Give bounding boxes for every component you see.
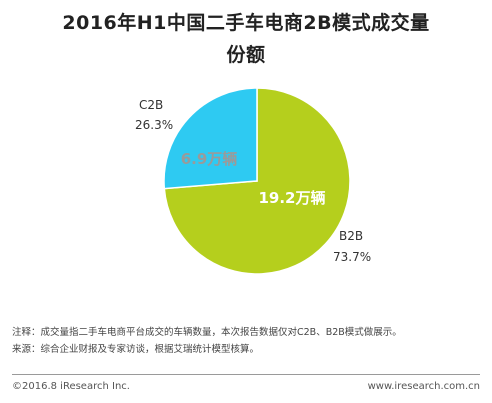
- footer-divider: [12, 374, 480, 375]
- source-text: 来源：综合企业财报及专家访谈，根据艾瑞统计模型核算。: [12, 344, 260, 355]
- copyright-text: ©2016.8 iResearch Inc.: [12, 381, 130, 392]
- note-text: 注释：成交量指二手车电商平台成交的车辆数量，本次报告数据仅对C2B、B2B模式做…: [12, 327, 402, 338]
- chart-title: 2016年H1中国二手车电商2B模式成交量: [62, 12, 430, 34]
- pie-slice-c2b: [163, 87, 258, 190]
- website-text: www.iresearch.com.cn: [367, 381, 480, 392]
- slice-label-c2b: C2B: [139, 98, 163, 112]
- slice-pct-b2b: 73.7%: [333, 250, 371, 264]
- slice-pct-c2b: 26.3%: [135, 118, 173, 132]
- pie-chart: C2B 26.3% B2B 73.7% 6.9万辆 19.2万辆: [135, 87, 371, 275]
- notes-block: 注释：成交量指二手车电商平台成交的车辆数量，本次报告数据仅对C2B、B2B模式做…: [12, 324, 402, 358]
- slice-label-b2b: B2B: [339, 229, 363, 243]
- chart-title-line2: 份额: [226, 44, 266, 66]
- slice-value-c2b: 6.9万辆: [181, 150, 238, 168]
- slice-value-b2b: 19.2万辆: [258, 189, 325, 207]
